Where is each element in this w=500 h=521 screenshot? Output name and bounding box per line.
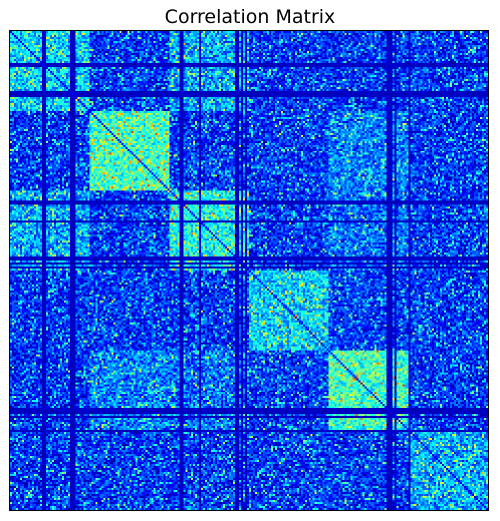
heatmap-plot-area [9,30,489,511]
heatmap-cells [10,31,488,510]
chart-title: Correlation Matrix [164,6,336,28]
